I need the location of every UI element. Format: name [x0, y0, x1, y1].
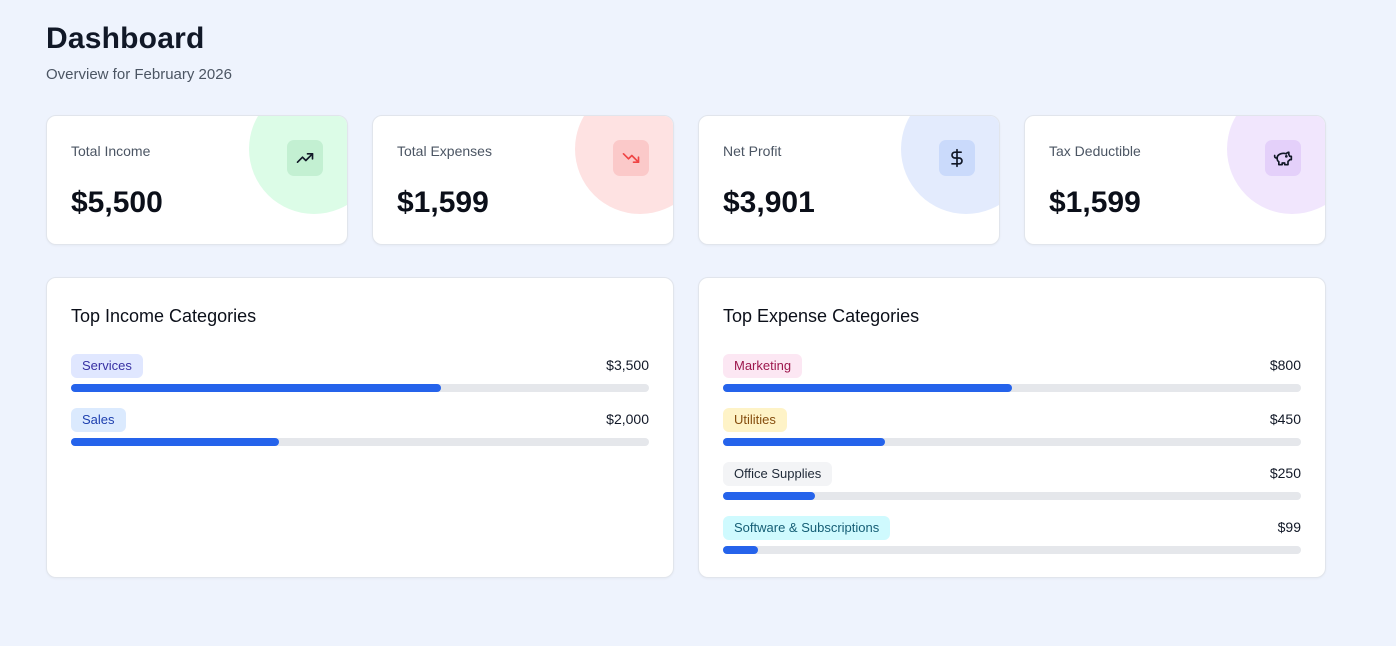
stat-value: $5,500 [71, 186, 163, 219]
progress-track [723, 492, 1301, 500]
progress-fill [723, 492, 816, 500]
category-row: Services $3,500 [71, 354, 649, 394]
category-row: Sales $2,000 [71, 408, 649, 448]
stat-card-tax-deductible: Tax Deductible $1,599 [1024, 115, 1326, 245]
progress-track [723, 546, 1301, 554]
progress-track [723, 384, 1301, 392]
stat-cards: Total Income $5,500 Total Expenses $1,59… [46, 115, 1326, 245]
category-tag: Sales [71, 408, 126, 432]
progress-track [71, 384, 649, 392]
dollar-icon [939, 140, 975, 176]
stat-value: $3,901 [723, 186, 815, 219]
progress-fill [723, 384, 1012, 392]
category-amount: $800 [1269, 357, 1301, 373]
category-amount: $3,500 [606, 357, 649, 373]
category-tag: Utilities [723, 408, 787, 432]
category-tag: Software & Subscriptions [723, 516, 891, 540]
progress-track [723, 438, 1301, 446]
stat-value: $1,599 [397, 186, 489, 219]
stat-label: Net Profit [723, 143, 782, 159]
stat-label: Total Expenses [397, 143, 492, 159]
progress-track [71, 438, 649, 446]
category-amount: $2,000 [606, 411, 649, 427]
piggy-bank-icon [1265, 140, 1301, 176]
stat-label: Total Income [71, 143, 151, 159]
category-tag: Office Supplies [723, 462, 833, 486]
panel-title: Top Income Categories [71, 306, 257, 326]
stat-card-net-profit: Net Profit $3,901 [698, 115, 1000, 245]
category-tag: Services [71, 354, 143, 378]
stat-card-total-expenses: Total Expenses $1,599 [372, 115, 674, 245]
category-row: Utilities $450 [723, 408, 1301, 448]
panel-title: Top Expense Categories [723, 306, 920, 326]
category-amount: $450 [1269, 411, 1301, 427]
progress-fill [71, 438, 280, 446]
expense-categories-panel: Top Expense Categories Marketing $800 Util… [698, 277, 1326, 578]
category-row: Software & Subscriptions $99 [723, 516, 1301, 556]
category-tag: Marketing [723, 354, 803, 378]
category-amount: $99 [1277, 519, 1301, 535]
income-categories-panel: Top Income Categories Services $3,500 Sale… [46, 277, 674, 578]
category-amount: $250 [1269, 465, 1301, 481]
page-subtitle: Overview for February 2026 [46, 66, 232, 83]
category-row: Office Supplies $250 [723, 462, 1301, 502]
trending-down-icon [613, 140, 649, 176]
category-row: Marketing $800 [723, 354, 1301, 394]
stat-label: Tax Deductible [1049, 143, 1141, 159]
trending-up-icon [287, 140, 323, 176]
stat-value: $1,599 [1049, 186, 1141, 219]
progress-fill [723, 438, 885, 446]
page-title: Dashboard [46, 22, 205, 55]
stat-card-total-income: Total Income $5,500 [46, 115, 348, 245]
progress-fill [71, 384, 441, 392]
progress-fill [723, 546, 758, 554]
dashboard-page: Dashboard Overview for February 2026 Tot… [46, 22, 1326, 578]
